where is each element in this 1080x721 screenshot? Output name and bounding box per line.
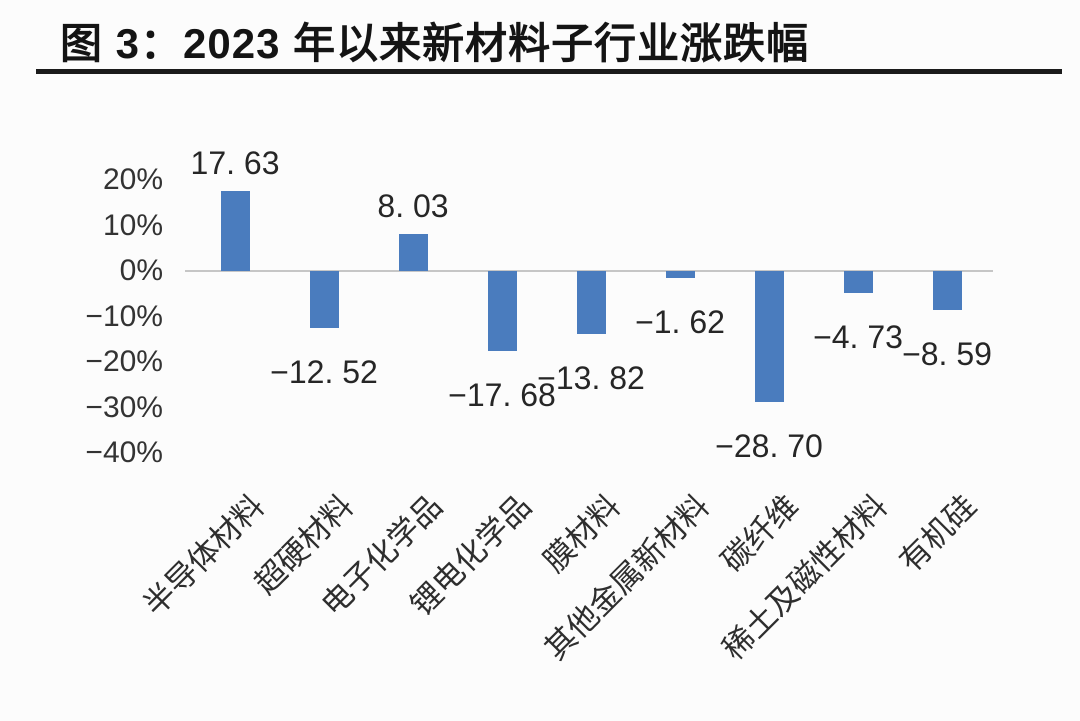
bar-value-label: −28. 70 (715, 427, 823, 464)
y-axis-tick-label: −10% (85, 299, 163, 333)
bar-value-label: 8. 03 (377, 188, 449, 225)
y-axis-tick-label: −20% (85, 345, 163, 378)
category-label: 有机硅 (892, 488, 984, 579)
category-label: 稀土及磁性材料 (715, 488, 895, 667)
bar (754, 271, 784, 402)
figure-title: 图 3：2023 年以来新材料子行业涨跌幅 (60, 20, 810, 67)
y-axis-tick-label: −40% (85, 436, 163, 469)
bar-value-label: −8. 59 (902, 336, 992, 373)
bar-value-label: −12. 52 (270, 353, 378, 390)
bar-value-label: −17. 68 (448, 377, 556, 414)
bar (932, 271, 962, 311)
bar-value-label: −13. 82 (537, 359, 645, 396)
bar-value-label: −4. 73 (813, 318, 903, 355)
bar (398, 234, 428, 271)
bar (665, 271, 695, 279)
category-label: 半导体材料 (136, 488, 272, 623)
y-axis-tick-label: 0% (119, 254, 163, 287)
y-axis-tick-label: −30% (85, 390, 163, 424)
y-axis-tick-label: 20% (102, 163, 163, 196)
bar (843, 271, 873, 293)
bar (576, 271, 606, 334)
bar (487, 271, 517, 352)
bar (220, 190, 250, 271)
bar-value-label: −1. 62 (635, 304, 725, 341)
bar-value-label: 17. 63 (190, 144, 280, 181)
bar (309, 271, 339, 328)
category-label: 其他金属新材料 (537, 488, 717, 667)
y-axis-tick-label: 10% (102, 208, 163, 242)
title-divider-rule (36, 69, 1062, 74)
